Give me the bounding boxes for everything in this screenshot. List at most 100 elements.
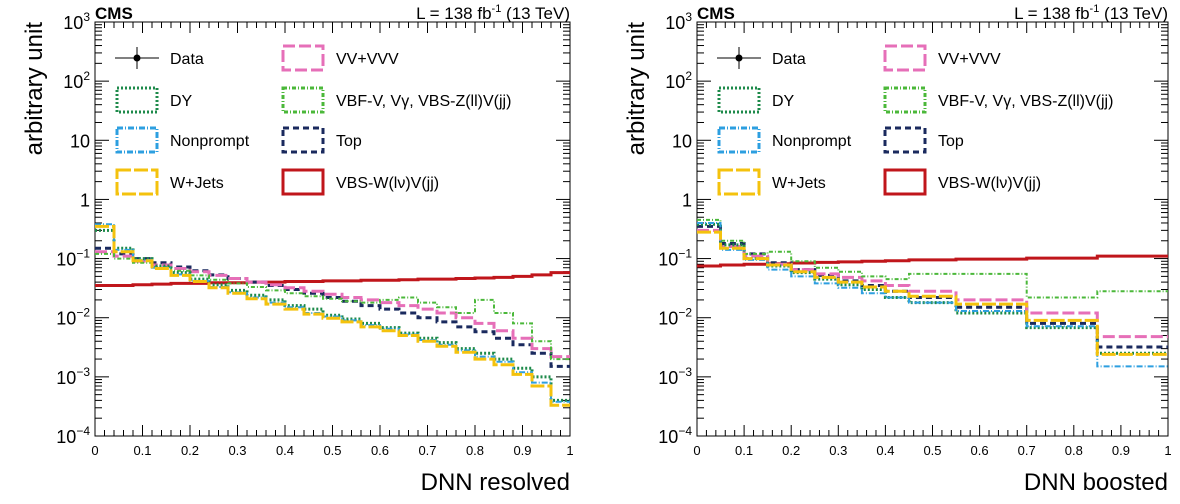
x-tick-label: 0.4	[276, 443, 294, 458]
legend-label: W+Jets	[772, 175, 826, 192]
legend-swatch	[115, 86, 159, 114]
y-tick-exp: −1	[76, 247, 90, 261]
legend-swatch	[883, 126, 927, 154]
x-tick-label: 0.8	[1065, 443, 1083, 458]
x-axis-label: DNN resolved	[421, 469, 570, 496]
legend-swatch	[883, 44, 927, 72]
y-tick-base: 10	[56, 368, 76, 388]
y-tick-label: 102	[665, 69, 692, 92]
y-tick-exp: −4	[678, 424, 692, 438]
legend-label: DY	[170, 93, 193, 110]
legend-label: DY	[772, 93, 795, 110]
x-axis-label: DNN boosted	[1024, 469, 1168, 496]
y-tick-base: 10	[56, 309, 76, 329]
y-tick-label: 10−2	[658, 306, 692, 329]
x-tick-label: 0.2	[782, 443, 800, 458]
series-line-w-jets	[697, 230, 1168, 356]
x-tick-label: 0.5	[323, 443, 341, 458]
series-group	[697, 218, 1168, 368]
x-tick-label: 0.7	[418, 443, 436, 458]
y-tick-exp: 3	[83, 10, 90, 24]
series-line-vv-vvv	[697, 228, 1168, 339]
lumi-suffix: (13 TeV)	[1099, 4, 1168, 23]
y-tick-label: 1	[682, 190, 692, 210]
y-tick-label: 10	[70, 131, 90, 151]
x-tick-label: 1	[566, 443, 573, 458]
plot-frame	[696, 21, 1169, 437]
lumi-text: L = 138 fb	[416, 4, 491, 23]
lumi-label: L = 138 fb-1 (13 TeV)	[1014, 3, 1168, 23]
x-tick-label: 0	[693, 443, 700, 458]
x-tick-label: 0.9	[1112, 443, 1130, 458]
y-axis-label: arbitrary unit	[623, 22, 650, 156]
legend-label: Nonprompt	[772, 133, 852, 150]
y-tick-base: 1	[682, 190, 692, 210]
y-tick-label: 10	[672, 131, 692, 151]
y-tick-label: 10−3	[56, 365, 90, 388]
y-tick-label: 103	[63, 10, 90, 33]
x-tick-label: 0.3	[228, 443, 246, 458]
legend-label: VV+VVV	[336, 51, 399, 68]
y-tick-label: 10−1	[658, 247, 692, 270]
x-tick-label: 0.9	[513, 443, 531, 458]
y-tick-base: 10	[56, 427, 76, 447]
y-tick-label: 10−4	[658, 424, 692, 447]
legend-swatch	[281, 168, 325, 196]
series-group	[95, 223, 570, 407]
legend-data-marker	[735, 54, 743, 62]
y-tick-exp: −3	[76, 365, 90, 379]
legend-label: VV+VVV	[938, 51, 1001, 68]
y-tick-exp: −3	[678, 365, 692, 379]
lumi-suffix: (13 TeV)	[501, 4, 570, 23]
y-tick-exp: −1	[678, 247, 692, 261]
x-tick-label: 0.4	[876, 443, 894, 458]
series-line-nonprompt	[95, 223, 570, 403]
y-tick-exp: −2	[678, 306, 692, 320]
y-tick-base: 10	[665, 72, 685, 92]
y-tick-base: 1	[80, 190, 90, 210]
x-tick-label: 1	[1164, 443, 1171, 458]
legend-swatch	[281, 86, 325, 114]
x-tick-label: 0.6	[971, 443, 989, 458]
y-tick-base: 10	[63, 13, 83, 33]
series-line-dy	[95, 228, 570, 402]
legend-label: W+Jets	[170, 175, 224, 192]
legend-label: VBF-V, Vγ, VBS-Z(ll)V(jj)	[938, 93, 1113, 110]
y-tick-label: 10−2	[56, 306, 90, 329]
y-tick-base: 10	[70, 131, 90, 151]
y-tick-base: 10	[658, 250, 678, 270]
legend-swatch	[717, 86, 761, 114]
series-line-nonprompt	[697, 222, 1168, 368]
series-line-vbs-w-l-v-jj	[697, 254, 1168, 268]
series-line-vv-vvv	[95, 250, 570, 359]
y-tick-base: 10	[658, 309, 678, 329]
legend-label: VBS-W(lν)V(jj)	[336, 175, 439, 192]
y-axis-label: arbitrary unit	[21, 22, 48, 156]
x-tick-label: 0.2	[181, 443, 199, 458]
series-line-vbs-w-l-v-jj	[95, 271, 570, 287]
y-tick-base: 10	[658, 427, 678, 447]
y-tick-exp: 3	[685, 10, 692, 24]
legend-swatch	[281, 126, 325, 154]
cms-label: CMS	[697, 4, 735, 23]
legend-swatch	[883, 86, 927, 114]
y-tick-exp: −4	[76, 424, 90, 438]
legend-swatch	[115, 126, 159, 154]
y-tick-exp: −2	[76, 306, 90, 320]
plot-frame	[94, 21, 571, 437]
x-tick-label: 0.1	[735, 443, 753, 458]
cms-label: CMS	[95, 4, 133, 23]
legend-swatch	[883, 168, 927, 196]
lumi-sup: -1	[1090, 3, 1100, 15]
panel-2: 0 0.1 0.2 0.3 0.4 0.5 0.6 0.7 0.8 0.9 110−410−310−…	[623, 3, 1172, 496]
legend-swatch	[281, 44, 325, 72]
x-tick-label: 0.1	[133, 443, 151, 458]
y-tick-label: 10−4	[56, 424, 90, 447]
x-tick-label: 0.8	[466, 443, 484, 458]
legend-swatch	[717, 126, 761, 154]
y-tick-label: 102	[63, 69, 90, 92]
y-tick-exp: 2	[685, 69, 692, 83]
legend-label: Top	[336, 133, 362, 150]
